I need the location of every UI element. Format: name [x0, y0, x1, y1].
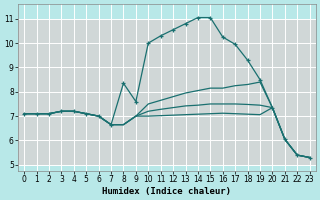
Bar — [18, 140, 316, 165]
Bar — [18, 19, 316, 43]
Bar — [18, 43, 316, 67]
Bar — [18, 116, 316, 140]
Bar — [18, 92, 316, 116]
Bar — [18, 67, 316, 92]
X-axis label: Humidex (Indice chaleur): Humidex (Indice chaleur) — [102, 187, 231, 196]
